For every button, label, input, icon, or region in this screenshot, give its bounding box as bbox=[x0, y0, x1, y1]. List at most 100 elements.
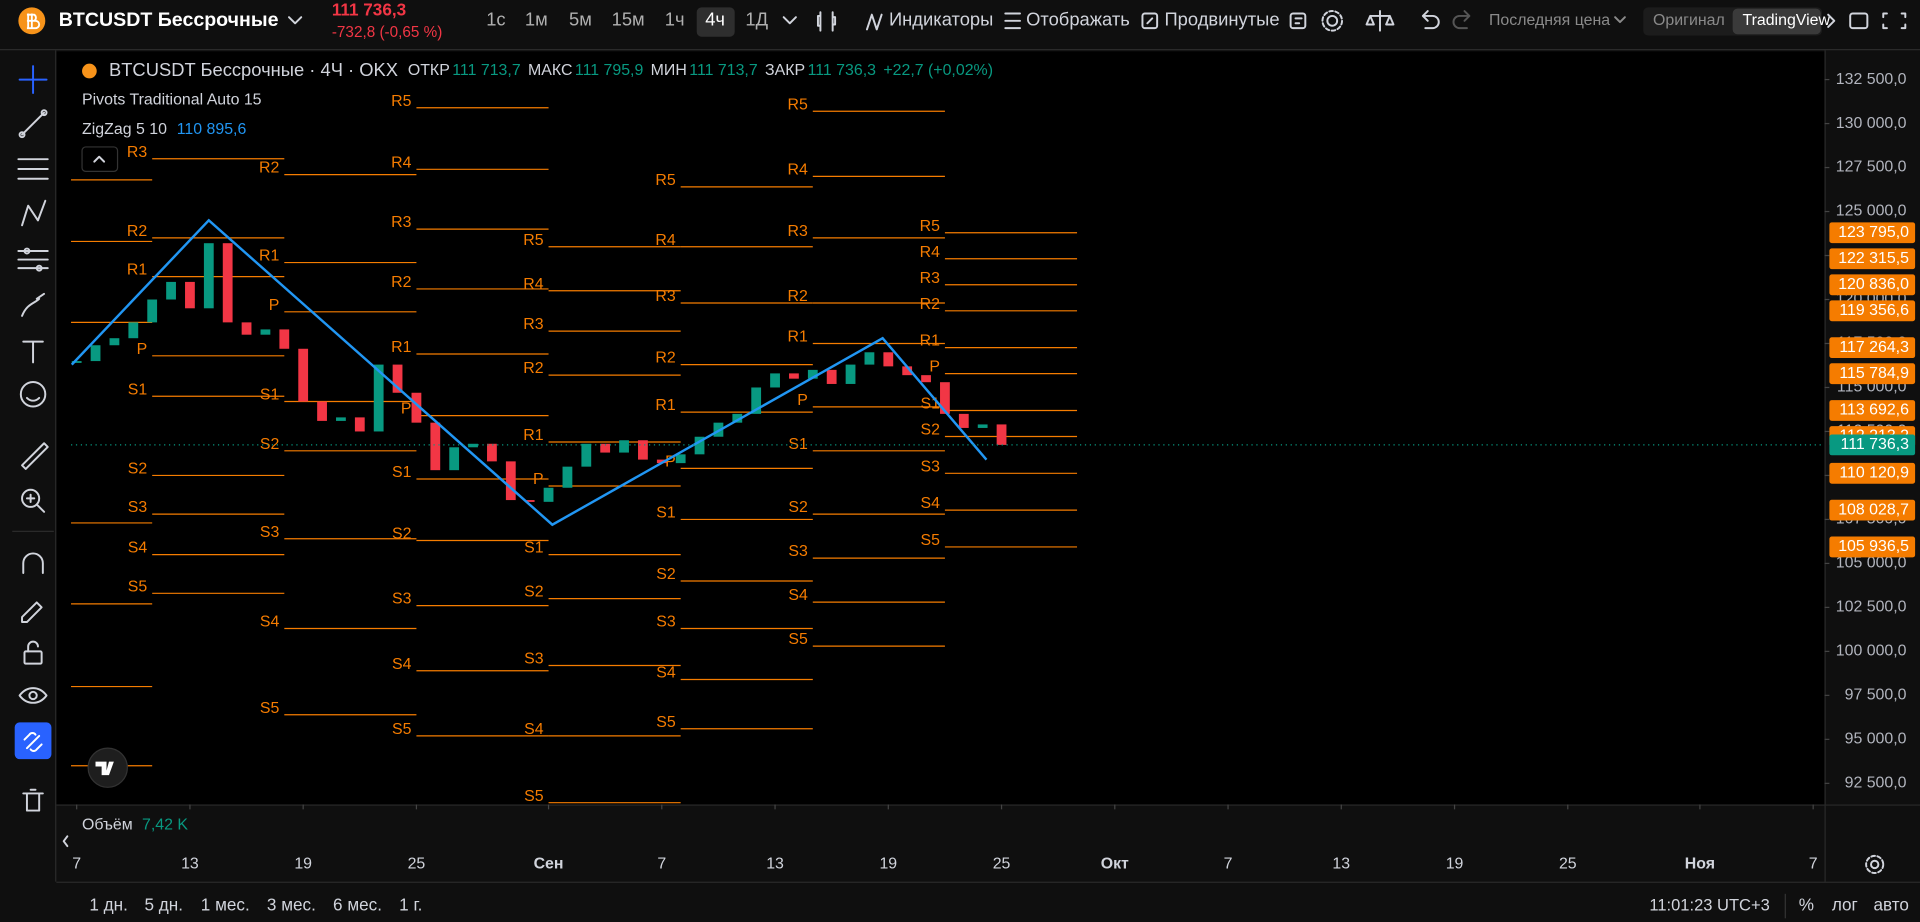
tool-lock[interactable] bbox=[23, 640, 43, 665]
tool-trendline[interactable] bbox=[18, 109, 48, 139]
tool-text[interactable] bbox=[22, 340, 44, 364]
axis-settings[interactable] bbox=[1865, 854, 1885, 875]
scroll-right[interactable] bbox=[1827, 13, 1836, 28]
timeframe[interactable]: 4ч bbox=[705, 9, 725, 30]
chart-type-button[interactable] bbox=[816, 11, 837, 32]
pivot-label: R4 bbox=[920, 244, 940, 261]
pivot-price-tag-label: 122 315,5 bbox=[1838, 250, 1909, 267]
ohlc-label: ЗАКР bbox=[765, 62, 805, 79]
scale-option[interactable]: % bbox=[1799, 895, 1814, 915]
pivot-price-tag bbox=[1829, 499, 1916, 521]
settings-button[interactable] bbox=[1321, 10, 1344, 32]
symbol-dropdown[interactable] bbox=[288, 16, 303, 25]
price-source-dropdown[interactable] bbox=[1614, 16, 1626, 24]
advanced-icon bbox=[1141, 12, 1159, 30]
mode-option[interactable]: Оригинал bbox=[1653, 12, 1725, 29]
mode-active bbox=[1732, 8, 1821, 35]
price-source[interactable]: Последняя цена bbox=[1489, 12, 1610, 29]
pivot-label: S4 bbox=[524, 721, 544, 738]
candle bbox=[619, 440, 629, 453]
pivot-price-tag-label: 119 356,6 bbox=[1839, 302, 1909, 319]
axes-layer: 92 500,0 95 000,0 97 500,0 100 000,0 102 500… bbox=[72, 71, 1916, 873]
timeframe[interactable]: 1ч bbox=[665, 9, 685, 30]
y-tick-label: 130 000,0 bbox=[1836, 115, 1907, 132]
pivot-label: S5 bbox=[524, 788, 544, 805]
tool-delete[interactable] bbox=[22, 788, 44, 812]
candle bbox=[222, 243, 233, 323]
range-button[interactable]: 6 мес. bbox=[333, 895, 382, 915]
pivot-label: S2 bbox=[656, 566, 676, 583]
timeframe[interactable]: 1Д bbox=[745, 9, 768, 30]
scale-option[interactable]: лог bbox=[1832, 895, 1858, 915]
tool-lock-drawing[interactable] bbox=[21, 601, 43, 623]
range-button[interactable]: 5 дн. bbox=[144, 895, 183, 915]
tool-patterns[interactable] bbox=[21, 199, 47, 227]
tool-emoji[interactable] bbox=[19, 381, 47, 408]
pivot-label: S2 bbox=[524, 584, 544, 601]
undo-button[interactable] bbox=[1421, 10, 1440, 30]
candle bbox=[864, 352, 875, 365]
candle bbox=[185, 281, 195, 309]
fullscreen-button[interactable] bbox=[1882, 12, 1907, 30]
pivot-label: S3 bbox=[656, 614, 676, 631]
legend-collapse[interactable] bbox=[81, 146, 119, 173]
tool-crosshair[interactable] bbox=[18, 65, 48, 95]
pivot-label: S5 bbox=[788, 631, 808, 648]
x-tick-label: Окт bbox=[1101, 856, 1129, 873]
tool-visibility[interactable] bbox=[18, 687, 48, 704]
ohlc-label: МИН bbox=[651, 62, 687, 79]
tool-fib[interactable] bbox=[17, 158, 49, 180]
pivot-label: P bbox=[269, 297, 280, 314]
candle bbox=[751, 387, 762, 414]
timeframe[interactable]: 5м bbox=[569, 9, 592, 30]
tool-magnet[interactable] bbox=[22, 552, 44, 575]
pivot-label: S3 bbox=[921, 458, 941, 475]
scale-option[interactable]: авто bbox=[1873, 895, 1908, 915]
range-button[interactable]: 1 дн. bbox=[89, 895, 128, 915]
candle bbox=[638, 440, 648, 460]
pivot-label: R4 bbox=[788, 161, 808, 178]
timeframe[interactable]: 15м bbox=[612, 9, 645, 30]
candle bbox=[392, 364, 403, 393]
range-button[interactable]: 3 мес. bbox=[267, 895, 316, 915]
tool-prediction[interactable] bbox=[17, 247, 49, 272]
pivot-label: S3 bbox=[788, 543, 808, 560]
pivot-label: R5 bbox=[391, 93, 411, 110]
last-price-tag-label: 111 736,3 bbox=[1841, 436, 1910, 453]
candle bbox=[600, 443, 611, 453]
timeframe[interactable]: 1с bbox=[486, 9, 505, 30]
layout-button[interactable] bbox=[1849, 12, 1869, 30]
range-button[interactable]: 1 мес. bbox=[201, 895, 250, 915]
pivot-price-tag bbox=[1829, 536, 1916, 558]
redo-button[interactable] bbox=[1452, 10, 1471, 30]
tool-zoom[interactable] bbox=[21, 488, 46, 513]
tool-brush[interactable] bbox=[21, 292, 46, 317]
pivot-label: R4 bbox=[655, 232, 675, 249]
toolbar-button[interactable]: Продвинутые bbox=[1164, 9, 1279, 30]
symbol-name[interactable]: BTCUSDT Бессрочные bbox=[59, 9, 279, 31]
pivot-label: R1 bbox=[655, 397, 675, 414]
range-button[interactable]: 1 г. bbox=[399, 895, 422, 915]
x-tick-label: 19 bbox=[879, 856, 897, 873]
toolbar-button[interactable]: Индикаторы bbox=[889, 9, 993, 30]
pivot-label: S1 bbox=[921, 396, 941, 413]
toolbar-button[interactable]: Отображать bbox=[1026, 9, 1130, 30]
pivot-label: S5 bbox=[260, 700, 280, 717]
pivot-label: R2 bbox=[920, 296, 940, 313]
timeframe[interactable]: 1м bbox=[525, 9, 548, 30]
compare-button[interactable] bbox=[1365, 10, 1395, 32]
mode-option[interactable]: TradingView bbox=[1742, 12, 1830, 29]
pivot-label: R5 bbox=[788, 96, 808, 113]
replay-button[interactable] bbox=[1289, 12, 1307, 30]
timeframe-dropdown[interactable] bbox=[782, 16, 797, 25]
pivot-label: R3 bbox=[523, 316, 543, 333]
candle bbox=[883, 352, 894, 367]
ohlc-label: МАКС bbox=[528, 62, 572, 79]
toolbar-collapse[interactable] bbox=[62, 835, 69, 848]
pivot-label: S5 bbox=[392, 721, 412, 738]
ohlc-label: ОТКР bbox=[408, 62, 450, 79]
symbol-icon-glyph bbox=[26, 13, 41, 30]
tool-ruler[interactable] bbox=[21, 442, 49, 470]
